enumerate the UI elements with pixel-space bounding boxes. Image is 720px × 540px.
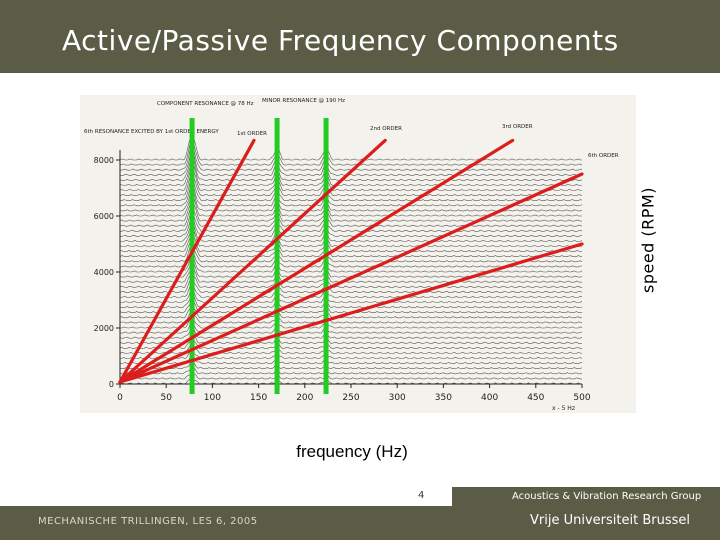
order-line xyxy=(118,138,387,384)
order-lines xyxy=(118,138,584,384)
axis-ticks: 0 50 100 150 200 250 300 350 400 450 500 0 2000 4000 6… xyxy=(94,156,591,412)
university-name: Vrije Universiteit Brussel xyxy=(530,513,690,528)
waterfall-trace xyxy=(119,172,583,196)
waterfall-trace xyxy=(119,155,583,181)
x-tick-label: 350 xyxy=(435,393,452,403)
x-tick-label: 0 xyxy=(117,393,123,403)
waterfall-trace xyxy=(120,283,583,298)
waterfall-trace xyxy=(119,168,582,191)
waterfall-trace xyxy=(120,316,583,329)
slide-title: Active/Passive Frequency Components xyxy=(62,24,619,57)
footer-bottom-band xyxy=(0,506,720,540)
chart-annotation: COMPONENT RESONANCE @ 78 Hz xyxy=(157,101,254,107)
waterfall-trace xyxy=(119,188,583,212)
waterfall-trace xyxy=(119,206,583,227)
waterfall-trace xyxy=(119,345,583,354)
waterfall-trace xyxy=(119,240,583,258)
waterfall-trace xyxy=(119,334,582,344)
chart-annotation: 6th RESONANCE EXCITED BY 1st ORDER ENERG… xyxy=(84,129,219,135)
x-tick-label: 300 xyxy=(389,393,406,403)
x-tick-label: 250 xyxy=(342,393,359,403)
waterfall-trace xyxy=(119,278,583,293)
order-line xyxy=(118,242,584,384)
waterfall-trace xyxy=(120,211,583,232)
x-tick-label: 150 xyxy=(250,393,267,403)
waterfall-traces xyxy=(119,134,583,385)
waterfall-trace xyxy=(120,355,583,364)
x-tick-label: 50 xyxy=(160,393,172,403)
chart-annotation: 3rd ORDER xyxy=(502,124,533,130)
waterfall-trace xyxy=(119,268,582,283)
title-bar xyxy=(0,0,720,73)
order-line xyxy=(118,172,584,384)
waterfall-trace xyxy=(119,340,582,349)
waterfall-trace xyxy=(119,244,583,263)
chart-annotations: COMPONENT RESONANCE @ 78 Hz MINOR RESONAN… xyxy=(84,98,619,159)
x-unit-label: x - 5 Hz xyxy=(552,405,575,412)
waterfall-trace xyxy=(119,195,582,217)
waterfall-trace xyxy=(120,182,583,207)
waterfall-trace xyxy=(120,321,583,334)
waterfall-trace xyxy=(120,215,583,237)
y-tick-label: 0 xyxy=(109,380,114,389)
waterfall-trace xyxy=(119,312,583,324)
waterfall-trace xyxy=(119,350,583,359)
order-line xyxy=(118,138,256,384)
chart-annotation: MINOR RESONANCE @ 190 Hz xyxy=(262,98,345,104)
footer-top-band xyxy=(0,487,720,506)
x-tick-label: 200 xyxy=(296,393,313,403)
waterfall-trace xyxy=(119,367,583,375)
course-label: MECHANISCHE TRILLINGEN, LES 6, 2005 xyxy=(38,516,258,527)
x-tick-label: 400 xyxy=(481,393,498,403)
waterfall-trace xyxy=(120,254,583,273)
waterfall-trace xyxy=(119,139,583,166)
waterfall-trace xyxy=(119,294,583,308)
waterfall-trace xyxy=(120,177,583,201)
chart-annotation: 1st ORDER xyxy=(237,131,267,137)
waterfall-trace xyxy=(119,201,582,222)
page-number: 4 xyxy=(418,490,425,501)
waterfall-trace xyxy=(119,261,583,278)
waterfall-trace xyxy=(119,373,582,380)
chart-annotation: 2nd ORDER xyxy=(370,126,402,132)
waterfall-trace xyxy=(119,273,582,288)
chart-annotation: 6th ORDER xyxy=(588,153,619,159)
waterfall-trace xyxy=(119,134,583,161)
research-group-name: Acoustics & Vibration Research Group xyxy=(512,491,702,502)
waterfall-trace xyxy=(120,148,583,176)
x-tick-label: 100 xyxy=(204,393,221,403)
y-tick-label: 2000 xyxy=(94,324,114,333)
y-axis-label: speed (RPM) xyxy=(638,187,658,293)
y-tick-label: 6000 xyxy=(94,212,114,221)
waterfall-plot: 0 50 100 150 200 250 300 350 400 450 500 0 2000 4000 6… xyxy=(80,95,636,413)
waterfall-trace xyxy=(119,161,582,186)
x-tick-label: 450 xyxy=(527,393,544,403)
x-axis-label: frequency (Hz) xyxy=(296,442,408,461)
order-line xyxy=(118,138,515,384)
waterfall-trace xyxy=(120,288,583,303)
waterfall-trace xyxy=(119,360,583,370)
y-tick-label: 8000 xyxy=(94,156,114,165)
y-tick-label: 4000 xyxy=(94,268,114,277)
x-tick-label: 500 xyxy=(573,393,590,403)
